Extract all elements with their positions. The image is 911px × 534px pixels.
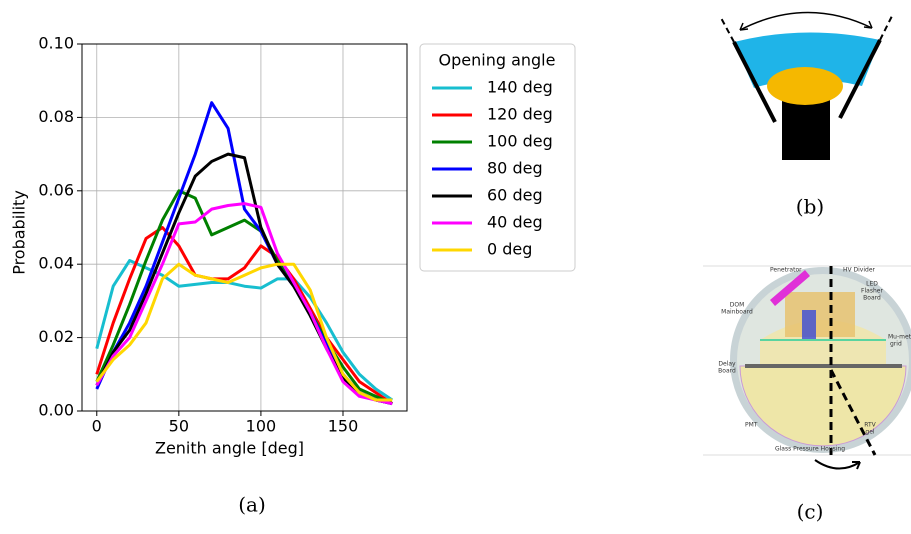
angle-arc xyxy=(739,11,873,31)
legend-label: 0 deg xyxy=(487,240,532,259)
series-line xyxy=(95,152,393,406)
axes-frame xyxy=(81,43,408,412)
legend-label: 40 deg xyxy=(487,213,543,232)
y-tick-label: 0.06 xyxy=(38,180,74,199)
panel-label: (a) xyxy=(238,493,266,517)
part-label: DOM xyxy=(730,302,745,309)
arrow-head xyxy=(852,461,861,470)
pmt xyxy=(739,365,907,447)
panel-label: (b) xyxy=(796,195,824,219)
y-tick-label: 0.02 xyxy=(38,327,74,346)
diagram-c-labels: Penetrator HV DividerLEDFlasherBoardDOMMa… xyxy=(718,267,911,453)
part-label: HV Divider xyxy=(843,267,876,274)
diagram-b xyxy=(719,11,894,160)
series-line xyxy=(95,189,393,406)
series-line xyxy=(95,226,394,405)
legend-label: 60 deg xyxy=(487,186,543,205)
part-label: Board xyxy=(863,295,881,302)
part-label: RTV xyxy=(864,422,876,429)
legend-label: 120 deg xyxy=(487,105,553,124)
cone-extension xyxy=(719,13,894,43)
y-tick-label: 0.10 xyxy=(38,34,74,53)
part-label: Mainboard xyxy=(721,309,753,316)
series-line xyxy=(95,202,393,406)
plot: 0 50 100 150 0.00 0.02 0.04 0.06 0.08 0.10 Zenith … xyxy=(10,34,576,458)
part-label: Delay xyxy=(718,361,736,368)
pmt xyxy=(767,67,843,105)
x-tick-label: 50 xyxy=(169,417,189,436)
sky-region xyxy=(734,32,880,88)
y-tick-label: 0.08 xyxy=(38,107,74,126)
angle-arc xyxy=(814,459,861,470)
part-label: gel xyxy=(865,429,875,436)
part-label: grid xyxy=(890,341,902,348)
base xyxy=(802,310,816,340)
hv-divider xyxy=(785,292,855,337)
x-tick-label: 150 xyxy=(328,417,359,436)
part-label: Flasher xyxy=(861,288,883,295)
cone-edge xyxy=(732,39,882,123)
part-label: Penetrator xyxy=(770,267,802,274)
series-line xyxy=(95,259,394,402)
legend-label: 100 deg xyxy=(487,132,553,151)
detector-body xyxy=(782,100,830,160)
legend-label: 140 deg xyxy=(487,78,553,97)
part-label: Board xyxy=(718,368,736,375)
x-axis-label: Zenith angle [deg] xyxy=(155,439,304,458)
legend-label: 80 deg xyxy=(487,159,543,178)
legend-box xyxy=(419,43,576,272)
part-label: Mu-metal xyxy=(888,334,911,341)
diagram-c xyxy=(703,265,911,470)
legend-title: Opening angle xyxy=(439,51,556,70)
x-tick-label: 0 xyxy=(92,417,102,436)
y-tick-label: 0.00 xyxy=(38,401,74,420)
x-tick-label: 100 xyxy=(246,417,277,436)
panel-label: (c) xyxy=(797,500,824,524)
arrow-head xyxy=(739,20,873,31)
series-line xyxy=(95,262,393,402)
part-label: Glass Pressure Housing xyxy=(775,446,845,453)
y-axis-label: Probability xyxy=(10,190,29,275)
penetrator xyxy=(770,270,810,306)
y-tick-label: 0.04 xyxy=(38,254,74,273)
part-label: LED xyxy=(866,281,878,288)
tilt-line xyxy=(829,369,877,456)
part-label: PMT xyxy=(745,422,758,429)
